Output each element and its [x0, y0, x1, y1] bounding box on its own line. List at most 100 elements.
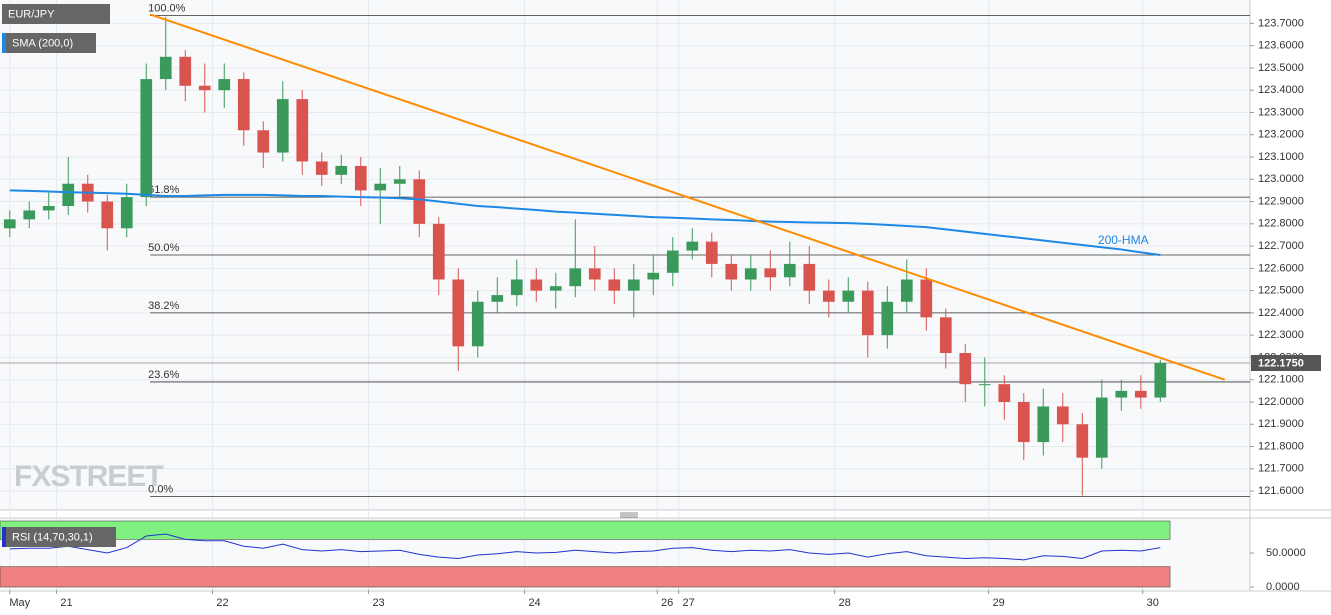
overbought-band — [0, 520, 1171, 540]
rsi-line — [9, 533, 1161, 561]
candle-body — [452, 279, 465, 347]
legend-swatch — [2, 33, 6, 53]
legend-box — [2, 33, 96, 53]
overlay: EUR/JPY SMA (200,0) RSI (14,70,30,1) 200… — [2, 4, 1321, 547]
y-tick-label: 123.5000 — [1258, 62, 1304, 74]
y-tick-label: 123.4000 — [1258, 84, 1304, 96]
candle-body — [140, 79, 153, 198]
rsi-y-tick-label: 50.0000 — [1266, 547, 1306, 559]
candle-body — [881, 301, 894, 336]
candle-body — [1134, 390, 1147, 398]
candle-body — [978, 384, 991, 386]
y-tick-label: 122.1000 — [1258, 374, 1304, 386]
candle-body — [413, 179, 426, 224]
candle-body — [335, 165, 348, 175]
candle-body — [764, 268, 777, 278]
candle-body — [900, 279, 913, 302]
grid: 121.6000 121.7000 121.8000 121.9000 122.0000… — [0, 0, 1306, 609]
candle-body — [159, 56, 172, 80]
candle-body — [1017, 401, 1030, 443]
candle-body — [1095, 397, 1108, 458]
y-tick-label: 123.0000 — [1258, 173, 1304, 185]
x-tick-label: May — [9, 597, 30, 609]
legend-title: EUR/JPY — [8, 8, 55, 20]
y-tick-label: 122.4000 — [1258, 307, 1304, 319]
candle-body — [705, 241, 718, 264]
fib-label: 61.8% — [148, 184, 179, 196]
candle-body — [725, 263, 738, 280]
x-tick-label: 27 — [683, 597, 695, 609]
fib-label: 0.0% — [148, 484, 173, 496]
candle-body — [530, 279, 543, 291]
candle-body — [1115, 390, 1128, 398]
y-tick-label: 121.8000 — [1258, 440, 1304, 452]
candle-body — [686, 241, 699, 251]
x-tick-label: 23 — [372, 597, 384, 609]
candle-body — [62, 183, 75, 207]
candle-body — [1056, 406, 1069, 425]
fib-label: 100.0% — [148, 2, 186, 14]
y-tick-label: 121.9000 — [1258, 418, 1304, 430]
oversold-band — [0, 566, 1171, 588]
candle-body — [803, 263, 816, 291]
candle-body — [374, 183, 387, 191]
y-tick-label: 121.7000 — [1258, 463, 1304, 475]
candle-body — [491, 295, 504, 302]
fib-label: 23.6% — [148, 369, 179, 381]
candle-body — [393, 179, 406, 184]
candle-body — [471, 301, 484, 347]
y-tick-label: 123.7000 — [1258, 17, 1304, 29]
candle-body — [627, 279, 640, 291]
x-tick-label: 28 — [839, 597, 851, 609]
candle-body — [23, 210, 36, 220]
annotation: 200-HMA — [1098, 233, 1149, 247]
x-tick-label: 30 — [1147, 597, 1159, 609]
candle-body — [257, 130, 270, 153]
watermark: FXSTREET — [14, 460, 163, 493]
candle-body — [179, 56, 192, 86]
candle-body — [647, 272, 660, 280]
y-tick-label: 122.9000 — [1258, 195, 1304, 207]
price-label: 122.1750 — [1258, 357, 1304, 369]
y-tick-label: 122.8000 — [1258, 218, 1304, 230]
candle-body — [510, 279, 523, 296]
x-tick-label: 21 — [60, 597, 72, 609]
x-tick-label: 29 — [993, 597, 1005, 609]
sma-line — [9, 189, 1161, 256]
y-tick-label: 122.6000 — [1258, 262, 1304, 274]
fib-label: 38.2% — [148, 300, 179, 312]
candle-body — [276, 99, 289, 153]
candle-body — [569, 268, 582, 287]
candle-body — [120, 197, 133, 229]
rsi-y-tick-label: 0.0000 — [1266, 581, 1300, 593]
candle-body — [3, 219, 16, 229]
candle-body — [237, 79, 250, 131]
x-tick-label: 22 — [216, 597, 228, 609]
y-tick-label: 123.1000 — [1258, 151, 1304, 163]
trendline — [149, 13, 1225, 381]
fib-label: 50.0% — [148, 242, 179, 254]
candle-body — [783, 263, 796, 278]
y-tick-label: 123.3000 — [1258, 106, 1304, 118]
candle-body — [354, 165, 367, 191]
rsi-legend: RSI (14,70,30,1) — [12, 531, 93, 543]
legend-box — [2, 4, 110, 24]
price-label-box — [1251, 355, 1321, 372]
candle-body — [1037, 406, 1050, 443]
candle-body — [218, 79, 231, 91]
candle-body — [939, 317, 952, 353]
panel-handle — [620, 512, 638, 518]
candle-body — [296, 99, 309, 162]
marks — [3, 13, 1225, 561]
candle-body — [920, 279, 933, 318]
candle-body — [101, 201, 114, 229]
candle-body — [42, 206, 55, 211]
candle-body — [666, 250, 679, 273]
candle-body — [744, 268, 757, 280]
legend-box — [2, 527, 116, 547]
y-tick-label: 122.5000 — [1258, 285, 1304, 297]
candle-body — [588, 268, 601, 280]
legend-entry: SMA (200,0) — [12, 37, 73, 49]
